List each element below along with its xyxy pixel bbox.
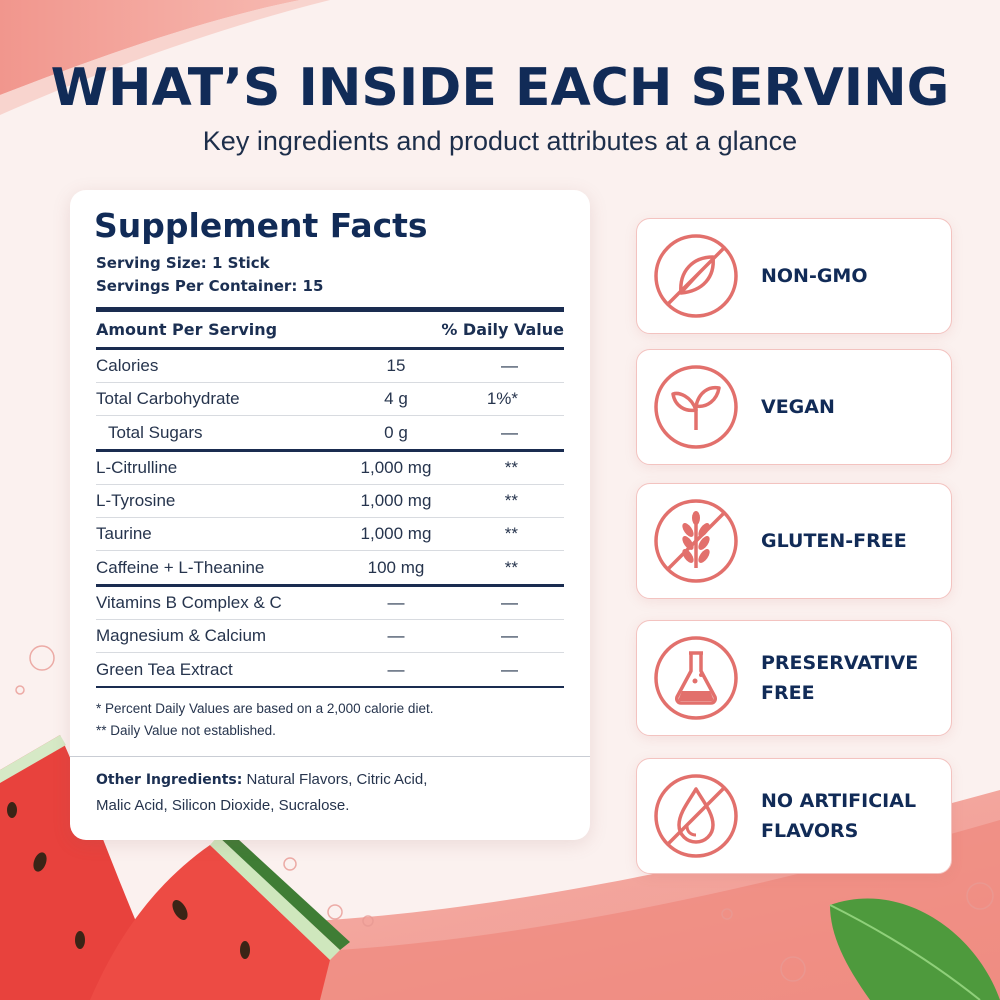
footnote-not-established: ** Daily Value not established. [96,723,276,738]
other-ingredients: Other Ingredients: Natural Flavors, Citr… [96,767,564,819]
watermelon-slice-2 [90,828,350,1000]
table-row: Taurine 1,000 mg ** [96,518,564,551]
badge-preservative-free: PRESERVATIVE FREE [636,620,952,736]
daily-value-label: % Daily Value [441,320,564,339]
nutrient-dv: — [501,422,518,442]
nutrient-amount: 15 [386,356,406,375]
badge-no-artificial-flavors: NO ARTIFICIAL FLAVORS [636,758,952,874]
mint-leaf [829,898,1000,1000]
ingredient-name: Caffeine + L-Theanine [96,557,265,577]
facts-divider [96,686,564,688]
ingredient-dv: — [501,593,518,612]
badge-label: GLUTEN-FREE [761,530,907,552]
nutrient-name: Total Carbohydrate [96,389,240,408]
ingredient-amount: 1,000 mg [360,458,432,477]
ingredient-amount: 100 mg [367,557,425,577]
ingredient-dv: ** [504,491,518,510]
badge-label: VEGAN [761,396,835,418]
ingredient-name: Magnesium & Calcium [96,626,267,645]
facts-divider [96,347,564,350]
page-headline: WHAT’S INSIDE EACH SERVING [50,58,950,118]
nutrient-name: Calories [96,356,159,375]
ingredient-amount: — [387,659,405,679]
table-row: Magnesium & Calcium — — [96,620,564,653]
ingredient-amount: 1,000 mg [360,491,432,510]
other-ingredients-line-2: Malic Acid, Silicon Dioxide, Sucralose. [96,797,350,814]
page-subheadline: Key ingredients and product attributes a… [202,126,798,156]
nutrient-dv: — [501,356,518,375]
badge-label: NON-GMO [761,265,868,287]
other-ingredients-label: Other Ingredients: [96,772,243,788]
badge-gluten-free: GLUTEN-FREE [636,483,952,599]
ingredient-dv: — [501,626,518,645]
table-row: Vitamins B Complex & C — — [96,587,564,620]
badge-label-line-1: PRESERVATIVE [761,652,919,674]
table-row: L-Tyrosine 1,000 mg ** [96,485,564,518]
no-drop-icon [651,771,741,861]
sprout-icon [651,362,741,452]
ingredient-name: Taurine [96,524,152,543]
flask-icon [651,633,741,723]
serving-size: Serving Size: 1 Stick [96,254,270,272]
ingredient-amount: — [387,593,405,612]
facts-title: Supplement Facts [94,206,428,245]
ingredient-name: L-Tyrosine [96,491,176,510]
no-leaf-icon [651,231,741,321]
other-ingredients-line-1: Natural Flavors, Citric Acid, [246,771,428,788]
badge-vegan: VEGAN [636,349,952,465]
ingredient-dv: ** [504,557,518,577]
table-row: Total Carbohydrate 4 g 1%* [96,383,564,416]
table-row: Calories 15 — [96,350,564,383]
ingredient-amount: 1,000 mg [360,524,432,543]
ingredient-name: L-Citrulline [96,458,178,477]
nutrient-name: Total Sugars [108,422,203,442]
facts-divider [70,756,590,757]
servings-per-container: Servings Per Container: 15 [96,277,324,295]
no-wheat-icon [651,496,741,586]
ingredient-name: Vitamins B Complex & C [96,593,282,612]
footnote-daily-values: * Percent Daily Values are based on a 2,… [96,701,434,716]
badge-label-line-2: FREE [761,682,815,704]
ingredient-name: Green Tea Extract [96,659,233,679]
ingredient-dv: — [501,659,518,679]
table-row: Caffeine + L-Theanine 100 mg ** [96,551,564,584]
table-row: Green Tea Extract — — [96,653,564,686]
nutrient-dv: 1%* [486,389,518,408]
table-row: L-Citrulline 1,000 mg ** [96,452,564,485]
facts-divider [96,449,564,452]
badge-label-line-1: NO ARTIFICIAL [761,790,917,812]
facts-header-row: Amount Per Serving % Daily Value [96,312,564,347]
supplement-facts-panel: Supplement Facts Serving Size: 1 Stick S… [70,190,590,840]
ingredient-dv: ** [504,524,518,543]
badge-non-gmo: NON-GMO [636,218,952,334]
badge-label-line-2: FLAVORS [761,820,859,842]
amount-per-serving-label: Amount Per Serving [96,320,278,339]
ingredient-amount: — [387,626,405,645]
facts-divider [96,584,564,587]
ingredient-dv: ** [504,458,518,477]
nutrient-amount: 0 g [384,422,408,442]
table-row: Total Sugars 0 g — [96,416,564,449]
facts-divider [96,307,564,312]
nutrient-amount: 4 g [384,389,408,408]
